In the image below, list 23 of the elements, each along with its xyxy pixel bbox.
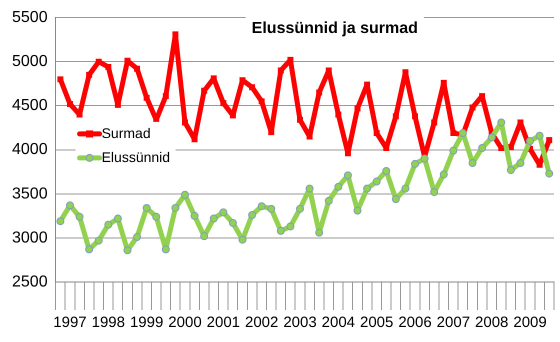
x-tick-label: 2001 — [206, 314, 240, 332]
y-tick-label: 3500 — [12, 185, 48, 202]
legend-label: Surmad — [102, 124, 151, 141]
y-tick-label: 3000 — [12, 229, 48, 246]
x-tick-label: 2002 — [244, 314, 278, 332]
y-tick-label: 4500 — [12, 97, 48, 114]
x-tick-label: 2003 — [283, 314, 317, 332]
x-tick-label: 2000 — [168, 314, 202, 332]
y-tick-label: 5500 — [12, 9, 48, 26]
x-tick-label: 2009 — [513, 314, 547, 332]
y-tick-label: 2500 — [12, 273, 48, 290]
chart-title: Elussünnid ja surmad — [252, 20, 418, 38]
x-tick-label: 1997 — [53, 314, 87, 332]
legend-label: Elussünnid — [102, 148, 170, 165]
x-tick-label: 1998 — [92, 314, 125, 332]
y-tick-label: 4000 — [12, 141, 48, 158]
y-tick-label: 5000 — [12, 53, 48, 70]
x-tick-label: 2004 — [322, 314, 356, 332]
x-tick-label: 2005 — [360, 314, 394, 332]
x-tick-label: 2008 — [475, 314, 508, 332]
x-tick-label: 2006 — [398, 314, 432, 332]
x-tick-label: 1999 — [130, 314, 164, 332]
x-tick-label: 2007 — [436, 314, 470, 332]
